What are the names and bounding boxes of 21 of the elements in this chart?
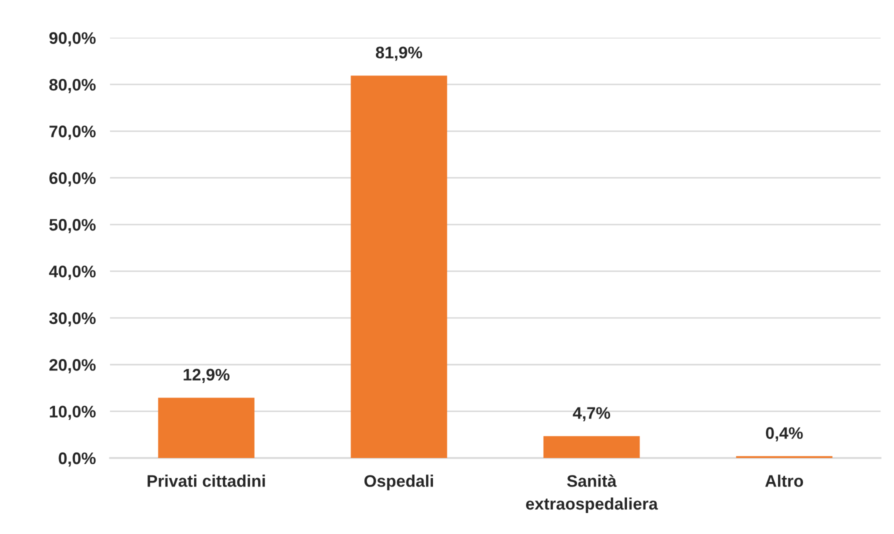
data-label: 81,9% bbox=[376, 46, 422, 61]
x-tick-label: Sanità extraospedaliera bbox=[526, 474, 658, 513]
y-tick-label: 20,0% bbox=[49, 359, 96, 374]
bar bbox=[158, 398, 254, 458]
y-tick-label: 40,0% bbox=[49, 266, 96, 280]
y-tick-label: 70,0% bbox=[50, 126, 96, 140]
y-tick-label: 10,0% bbox=[50, 406, 96, 420]
data-label: 4,7% bbox=[572, 407, 610, 422]
y-tick-label: 0,0% bbox=[58, 452, 96, 467]
x-tick-label: Ospedali bbox=[364, 474, 433, 490]
data-label: 0,4% bbox=[766, 427, 803, 442]
x-tick-label: Privati cittadini bbox=[148, 474, 265, 487]
bar bbox=[350, 76, 448, 458]
y-tick-label: 60,0% bbox=[49, 172, 96, 186]
bar bbox=[543, 436, 640, 458]
x-tick-label: Altro bbox=[765, 474, 804, 487]
y-tick-label: 50,0% bbox=[49, 218, 96, 234]
y-tick-label: 30,0% bbox=[49, 312, 96, 327]
y-tick-label: 90,0% bbox=[49, 32, 96, 46]
y-tick-label: 80,0% bbox=[49, 78, 96, 94]
data-label: 12,9% bbox=[184, 368, 230, 384]
